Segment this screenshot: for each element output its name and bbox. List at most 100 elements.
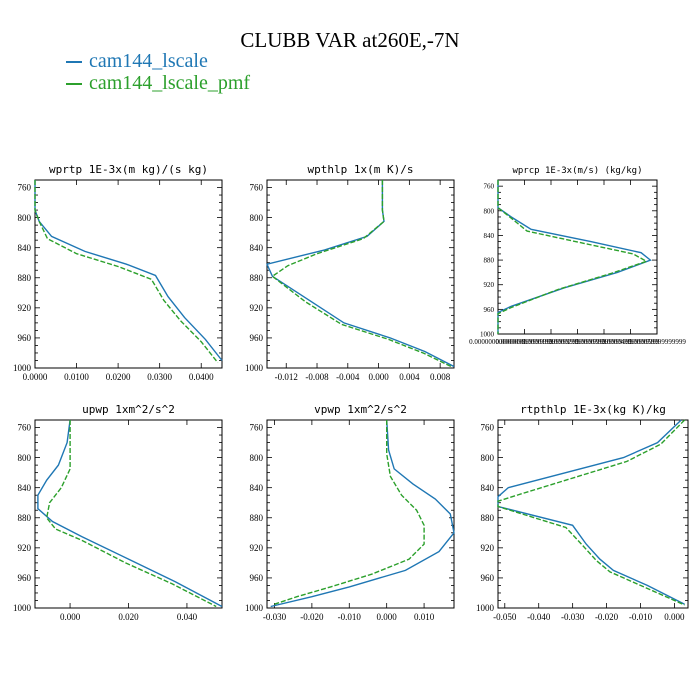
legend-label-lscale-pmf: cam144_lscale_pmf — [89, 72, 251, 94]
ytick-label-3: 960 — [18, 573, 32, 583]
xtick-label-2: 0.000009999999999 — [496, 338, 554, 346]
ytick-label-1: 760 — [250, 183, 264, 193]
plot-frame-4 — [266, 419, 455, 609]
ytick-label-1: 920 — [250, 303, 264, 313]
plot-title-3: upwp 1xm^2/s^2 — [82, 403, 175, 416]
series-line-4-1 — [274, 420, 425, 605]
ytick-label-5: 880 — [481, 513, 495, 523]
legend-label-lscale: cam144_lscale — [89, 50, 208, 72]
xtick-label-5: -0.030 — [561, 612, 585, 622]
ytick-label-3: 800 — [18, 453, 32, 463]
ytick-label-3: 760 — [18, 423, 32, 433]
xtick-label-1: 0.000 — [368, 372, 389, 382]
legend-line-lscale — [66, 61, 82, 64]
ytick-label-1: 800 — [250, 213, 264, 223]
ytick-label-2: 1000 — [480, 330, 495, 338]
series-line-2-1 — [497, 180, 649, 334]
ytick-label-2: 880 — [484, 257, 495, 265]
plot-title-2: wprcp 1E-3x(m/s) (kg/kg) — [512, 166, 642, 176]
ytick-label-1: 1000 — [245, 363, 264, 373]
xtick-label-4: -0.010 — [338, 612, 362, 622]
xtick-label-2: 0.000059999999999 — [628, 338, 686, 346]
ytick-label-4: 760 — [250, 423, 264, 433]
xtick-label-5: 0.000 — [664, 612, 685, 622]
ytick-label-3: 840 — [18, 483, 32, 493]
xtick-label-0: 0.0100 — [64, 372, 89, 382]
ytick-label-1: 880 — [250, 273, 264, 283]
ytick-label-5: 840 — [481, 483, 495, 493]
plot-frame-2 — [497, 179, 658, 335]
ytick-label-1: 960 — [250, 333, 264, 343]
ytick-label-2: 920 — [484, 281, 495, 289]
xtick-label-2: 0.000029999999999 — [549, 338, 607, 346]
series-line-0-1 — [34, 180, 219, 364]
series-line-1-0 — [266, 180, 455, 368]
series-line-2-0 — [497, 180, 652, 334]
xtick-label-4: 0.010 — [414, 612, 435, 622]
xtick-label-4: 0.000 — [377, 612, 398, 622]
ytick-label-4: 880 — [250, 513, 264, 523]
ytick-label-4: 800 — [250, 453, 264, 463]
ytick-label-4: 920 — [250, 543, 264, 553]
ytick-label-0: 760 — [18, 183, 32, 193]
plot-frame-3 — [34, 419, 223, 609]
ytick-label-5: 960 — [481, 573, 495, 583]
ytick-label-2: 960 — [484, 306, 495, 314]
xtick-label-0: 0.0000 — [23, 372, 48, 382]
plot-title-0: wprtp 1E-3x(m kg)/(s kg) — [49, 163, 208, 176]
xtick-label-5: -0.020 — [595, 612, 619, 622]
xtick-label-0: 0.0400 — [189, 372, 214, 382]
plot-title-1: wpthlp 1x(m K)/s — [308, 163, 414, 176]
series-line-5-0 — [497, 419, 685, 605]
ytick-label-3: 880 — [18, 513, 32, 523]
legend-item-lscale-pmf: cam144_lscale_pmf — [66, 72, 250, 95]
series-line-4-0 — [270, 419, 455, 608]
series-line-1-1 — [271, 180, 453, 368]
xtick-label-3: 0.020 — [118, 612, 139, 622]
plot-frame-5 — [497, 419, 689, 609]
ytick-label-5: 920 — [481, 543, 495, 553]
xtick-label-1: 0.008 — [430, 372, 451, 382]
xtick-label-3: 0.000 — [60, 612, 81, 622]
xtick-label-0: 0.0200 — [106, 372, 131, 382]
plot-title-5: rtpthlp 1E-3x(kg K)/kg — [520, 403, 666, 416]
figure-title: CLUBB VAR at260E,-7N — [240, 28, 460, 52]
plot-title-4: vpwp 1xm^2/s^2 — [314, 403, 407, 416]
plot-frame-1 — [266, 179, 455, 369]
xtick-label-2: 0.000049999999999 — [602, 338, 660, 346]
xtick-label-3: 0.040 — [177, 612, 198, 622]
ytick-label-2: 760 — [484, 183, 495, 191]
legend-line-lscale-pmf — [66, 83, 82, 86]
ytick-label-2: 800 — [484, 207, 495, 215]
ytick-label-3: 920 — [18, 543, 32, 553]
xtick-label-1: 0.004 — [399, 372, 420, 382]
ytick-label-0: 960 — [18, 333, 32, 343]
series-line-5-1 — [497, 419, 686, 606]
ytick-label-3: 1000 — [13, 603, 32, 613]
xtick-label-1: -0.008 — [305, 372, 329, 382]
xtick-label-5: -0.050 — [493, 612, 517, 622]
ytick-label-0: 800 — [18, 213, 32, 223]
xtick-label-1: -0.004 — [336, 372, 360, 382]
ytick-label-5: 760 — [481, 423, 495, 433]
xtick-label-0: 0.0300 — [147, 372, 172, 382]
ytick-label-0: 920 — [18, 303, 32, 313]
xtick-label-2: 0.000000000000000 — [469, 338, 527, 346]
ytick-label-5: 800 — [481, 453, 495, 463]
ytick-label-0: 840 — [18, 243, 32, 253]
ytick-label-4: 840 — [250, 483, 264, 493]
series-line-3-1 — [45, 420, 217, 608]
series-line-3-0 — [37, 419, 223, 608]
ytick-label-1: 840 — [250, 243, 264, 253]
ytick-label-5: 1000 — [476, 603, 495, 613]
xtick-label-1: -0.012 — [275, 372, 298, 382]
ytick-label-2: 840 — [484, 232, 495, 240]
xtick-label-5: -0.010 — [629, 612, 653, 622]
legend-item-lscale: cam144_lscale — [66, 50, 208, 73]
ytick-label-0: 880 — [18, 273, 32, 283]
xtick-label-4: -0.020 — [300, 612, 324, 622]
ytick-label-4: 1000 — [245, 603, 264, 613]
ytick-label-0: 1000 — [13, 363, 32, 373]
